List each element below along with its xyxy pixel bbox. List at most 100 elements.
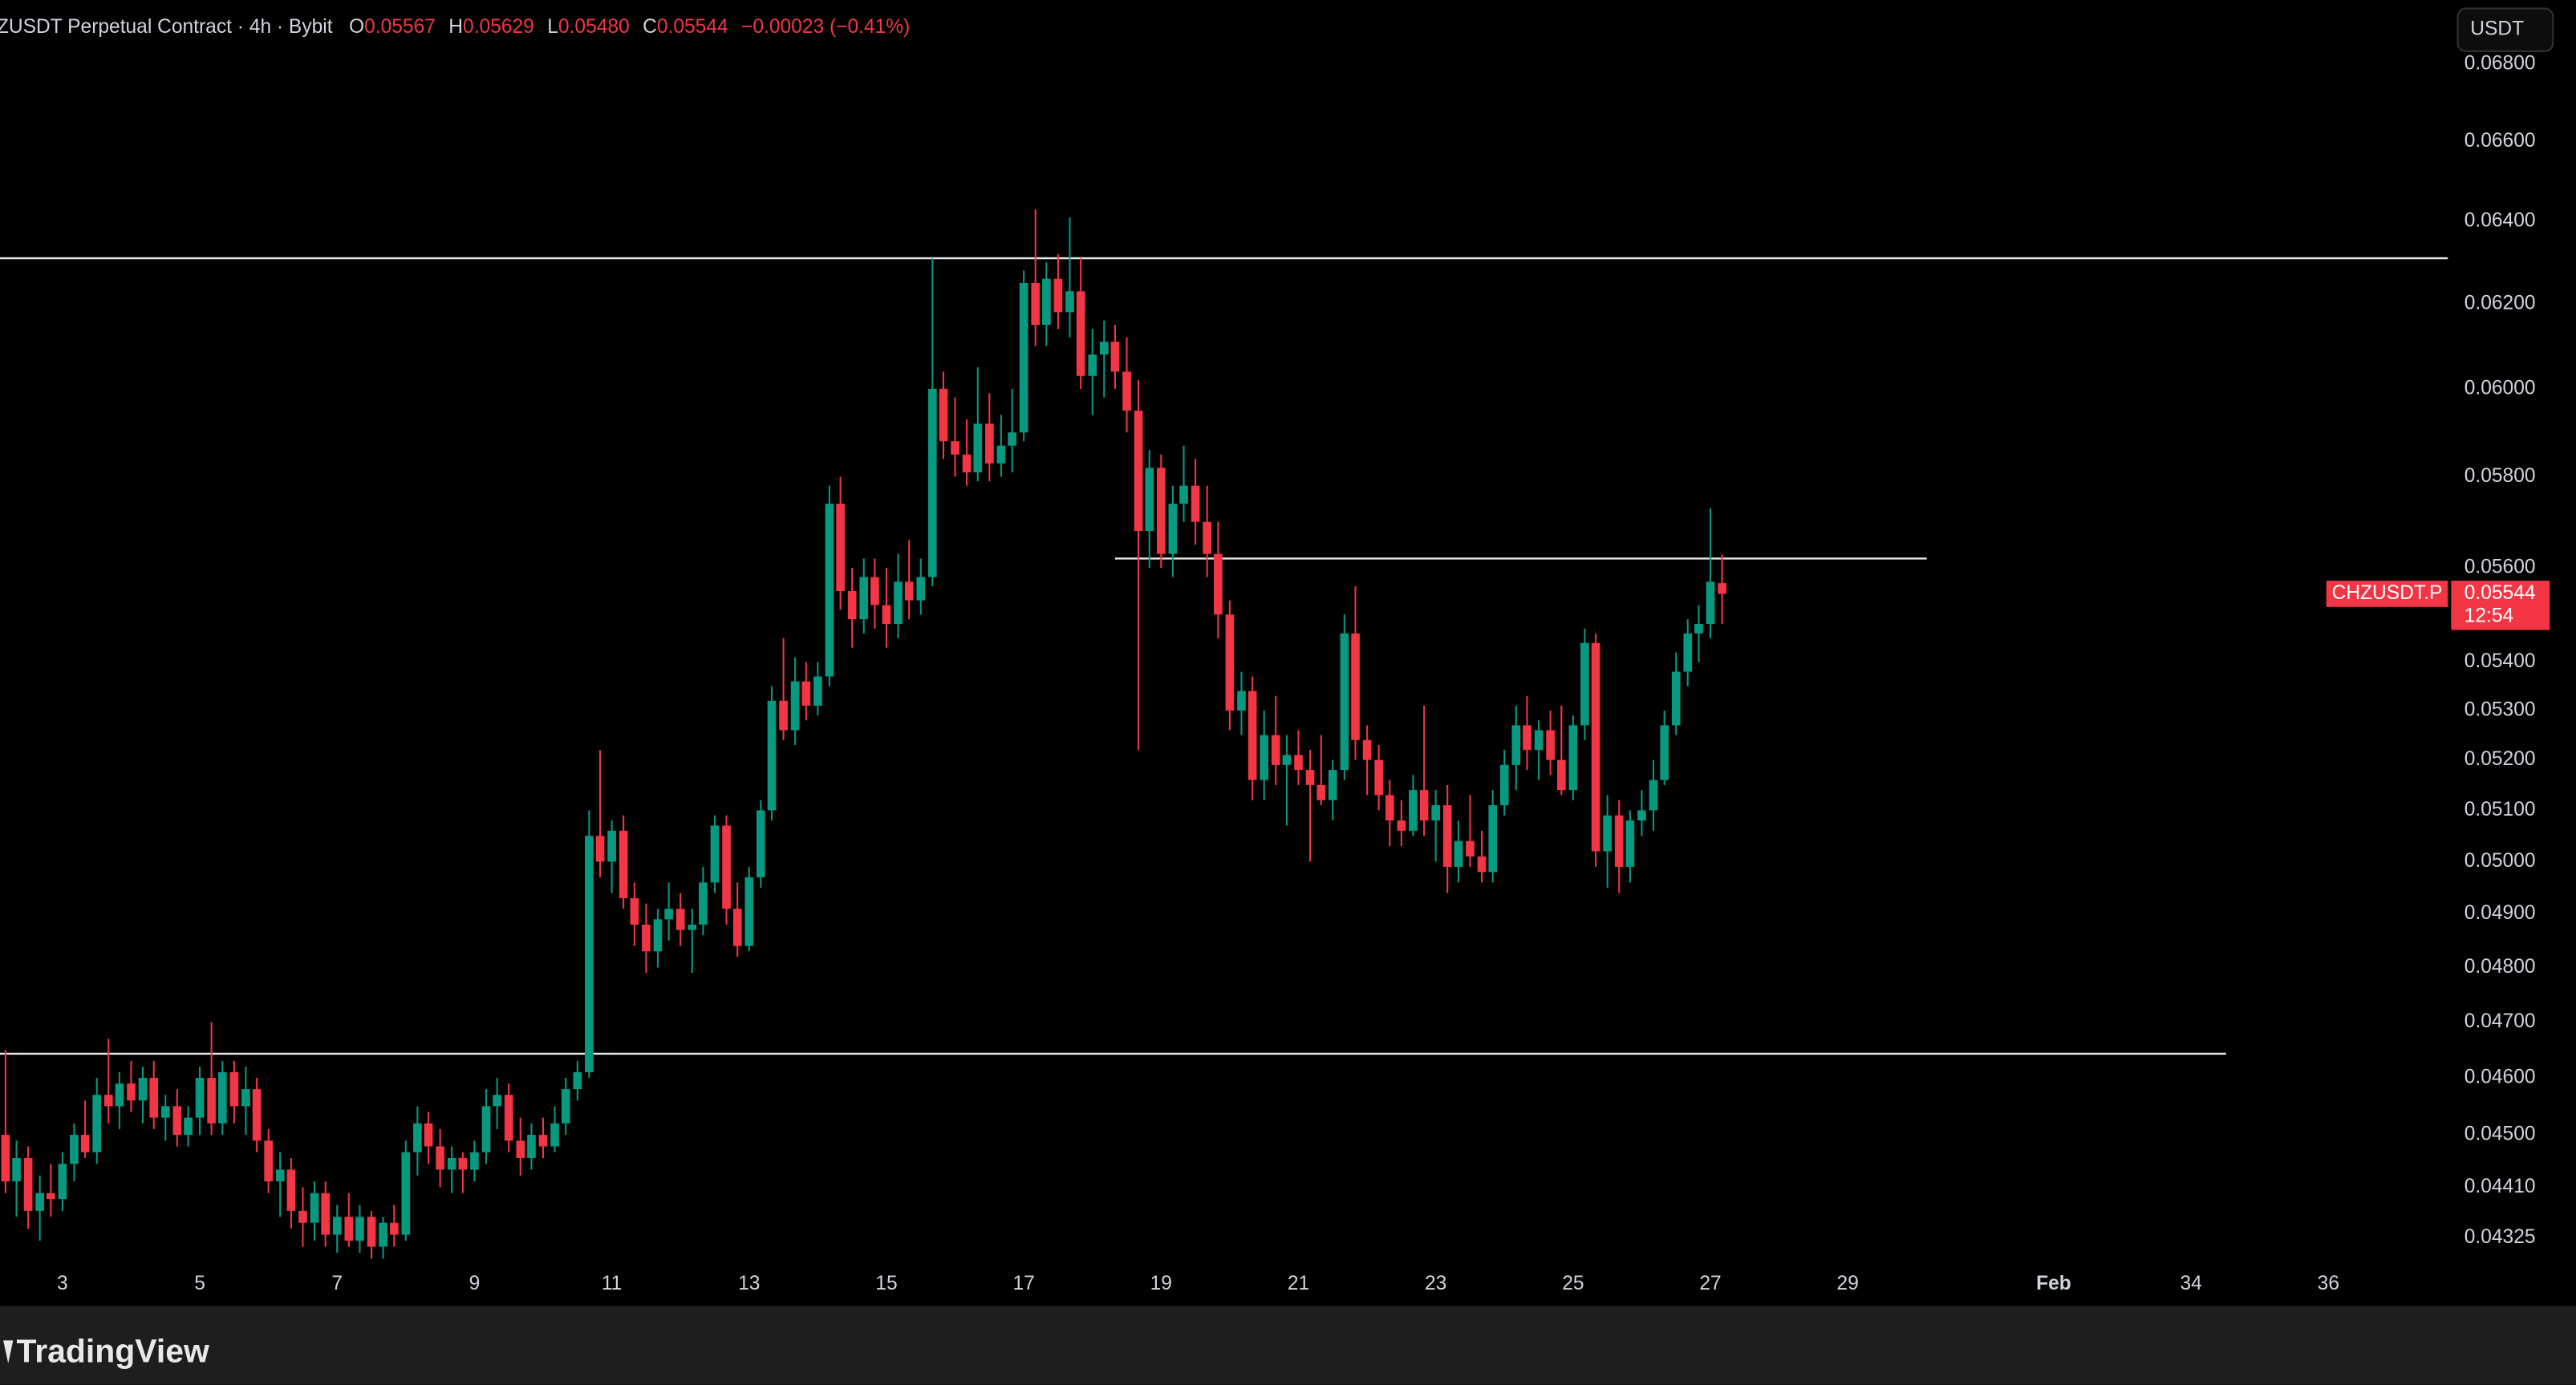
candle-body bbox=[413, 1123, 422, 1152]
y-tick-label: 0.05600 bbox=[2464, 556, 2536, 577]
candle-body bbox=[927, 388, 937, 577]
candle-body bbox=[1534, 730, 1544, 751]
y-tick-label: 0.06200 bbox=[2464, 292, 2536, 314]
candle-body bbox=[12, 1157, 21, 1182]
candle-body bbox=[332, 1217, 342, 1235]
ohlc-value: 0.05629 bbox=[463, 17, 534, 38]
y-tick-label: 0.05800 bbox=[2464, 465, 2536, 487]
candle-body bbox=[1088, 354, 1097, 376]
candle-body bbox=[1466, 840, 1475, 857]
candle-body bbox=[149, 1078, 159, 1118]
candle-body bbox=[344, 1217, 354, 1241]
brand: TradingView bbox=[16, 1333, 209, 1370]
candle-body bbox=[35, 1193, 44, 1211]
ohlc-value: 0.05544 bbox=[657, 17, 728, 38]
candle-body bbox=[1625, 820, 1635, 867]
candle-body bbox=[1225, 614, 1235, 711]
candle-body bbox=[389, 1222, 399, 1235]
candle-body bbox=[1145, 468, 1154, 532]
candle-body bbox=[241, 1089, 250, 1107]
x-tick-label: 19 bbox=[1150, 1273, 1172, 1294]
candle-body bbox=[801, 681, 811, 706]
candle-body bbox=[1156, 468, 1166, 554]
candle-body bbox=[1122, 371, 1131, 411]
y-tick-label: 0.04700 bbox=[2464, 1010, 2536, 1032]
x-tick-label: 5 bbox=[194, 1273, 205, 1294]
candle-body bbox=[1042, 278, 1051, 326]
candle-body bbox=[1374, 759, 1383, 796]
candle-body bbox=[688, 924, 697, 930]
price-tag-box bbox=[2451, 581, 2550, 630]
candle-body bbox=[355, 1217, 364, 1241]
candle-body bbox=[252, 1089, 262, 1141]
candle-body bbox=[1008, 432, 1016, 446]
candle-body bbox=[1247, 690, 1257, 780]
y-tick-label: 0.04600 bbox=[2464, 1067, 2536, 1088]
candle-body bbox=[1053, 278, 1063, 313]
candle-body bbox=[115, 1083, 124, 1107]
price-tag-countdown: 12:54 bbox=[2464, 605, 2513, 627]
candle-body bbox=[1556, 759, 1566, 791]
candle-body bbox=[1718, 583, 1726, 594]
candle-body bbox=[436, 1146, 444, 1170]
candle-body bbox=[870, 577, 879, 605]
candle-body bbox=[1591, 642, 1600, 852]
candle-body bbox=[951, 441, 959, 455]
candle-body bbox=[321, 1193, 331, 1235]
candle-body bbox=[207, 1078, 216, 1124]
candle-body bbox=[47, 1193, 55, 1200]
x-tick-label: 7 bbox=[331, 1273, 343, 1294]
y-tick-label: 0.06000 bbox=[2464, 377, 2536, 399]
y-tick-label: 0.05200 bbox=[2464, 748, 2536, 770]
y-tick-label: 0.04900 bbox=[2464, 902, 2536, 924]
candle-body bbox=[1328, 770, 1337, 800]
candle-body bbox=[1477, 856, 1487, 873]
candle-body bbox=[767, 700, 777, 811]
y-tick-label: 0.04410 bbox=[2464, 1176, 2536, 1197]
candle-body bbox=[275, 1169, 285, 1182]
candle-body bbox=[744, 877, 754, 946]
candle-body bbox=[757, 810, 765, 877]
candle-body bbox=[1397, 820, 1406, 831]
x-tick-label: 34 bbox=[2180, 1273, 2201, 1294]
chart-title: ZUSDT Perpetual Contract · 4h · Bybit bbox=[0, 17, 333, 38]
candle-body bbox=[1649, 780, 1658, 811]
candle-body bbox=[298, 1210, 307, 1223]
candle-body bbox=[1316, 784, 1326, 800]
candle-body bbox=[1511, 725, 1521, 765]
candle-body bbox=[675, 909, 685, 930]
x-tick-label: 3 bbox=[57, 1273, 68, 1294]
candle-body bbox=[1614, 815, 1624, 867]
candle-body bbox=[1523, 725, 1531, 751]
candle-body bbox=[1203, 521, 1211, 554]
candle-body bbox=[1134, 410, 1143, 532]
x-tick-label: 13 bbox=[738, 1273, 760, 1294]
candle-body bbox=[70, 1135, 79, 1164]
candle-body bbox=[1409, 790, 1418, 831]
candle-body bbox=[1442, 805, 1452, 867]
candle-body bbox=[630, 898, 639, 925]
candle-body bbox=[1168, 504, 1178, 554]
brand-logo bbox=[3, 1340, 14, 1364]
candle-body bbox=[1076, 291, 1085, 376]
y-tick-label: 0.06400 bbox=[2464, 210, 2536, 232]
candle-body bbox=[1351, 633, 1360, 740]
ohlc-key: H bbox=[448, 17, 463, 38]
x-tick-label: 9 bbox=[469, 1273, 481, 1294]
currency-button[interactable] bbox=[2456, 7, 2554, 52]
candle-body bbox=[790, 681, 800, 731]
y-tick-label: 0.06800 bbox=[2464, 53, 2536, 75]
price-tag-price: 0.05544 bbox=[2464, 582, 2536, 604]
y-tick-label: 0.04500 bbox=[2464, 1124, 2536, 1145]
candle-body bbox=[836, 504, 845, 591]
footer-bar bbox=[0, 1306, 2576, 1385]
candle-body bbox=[1179, 485, 1188, 504]
candle-body bbox=[160, 1106, 170, 1118]
y-tick-label: 0.05000 bbox=[2464, 850, 2536, 872]
candle-body bbox=[1260, 735, 1269, 780]
candle-body bbox=[138, 1078, 148, 1101]
candle-body bbox=[710, 825, 720, 883]
candle-body bbox=[561, 1089, 570, 1124]
x-tick-label: 25 bbox=[1562, 1273, 1584, 1294]
candle-body bbox=[504, 1095, 513, 1141]
